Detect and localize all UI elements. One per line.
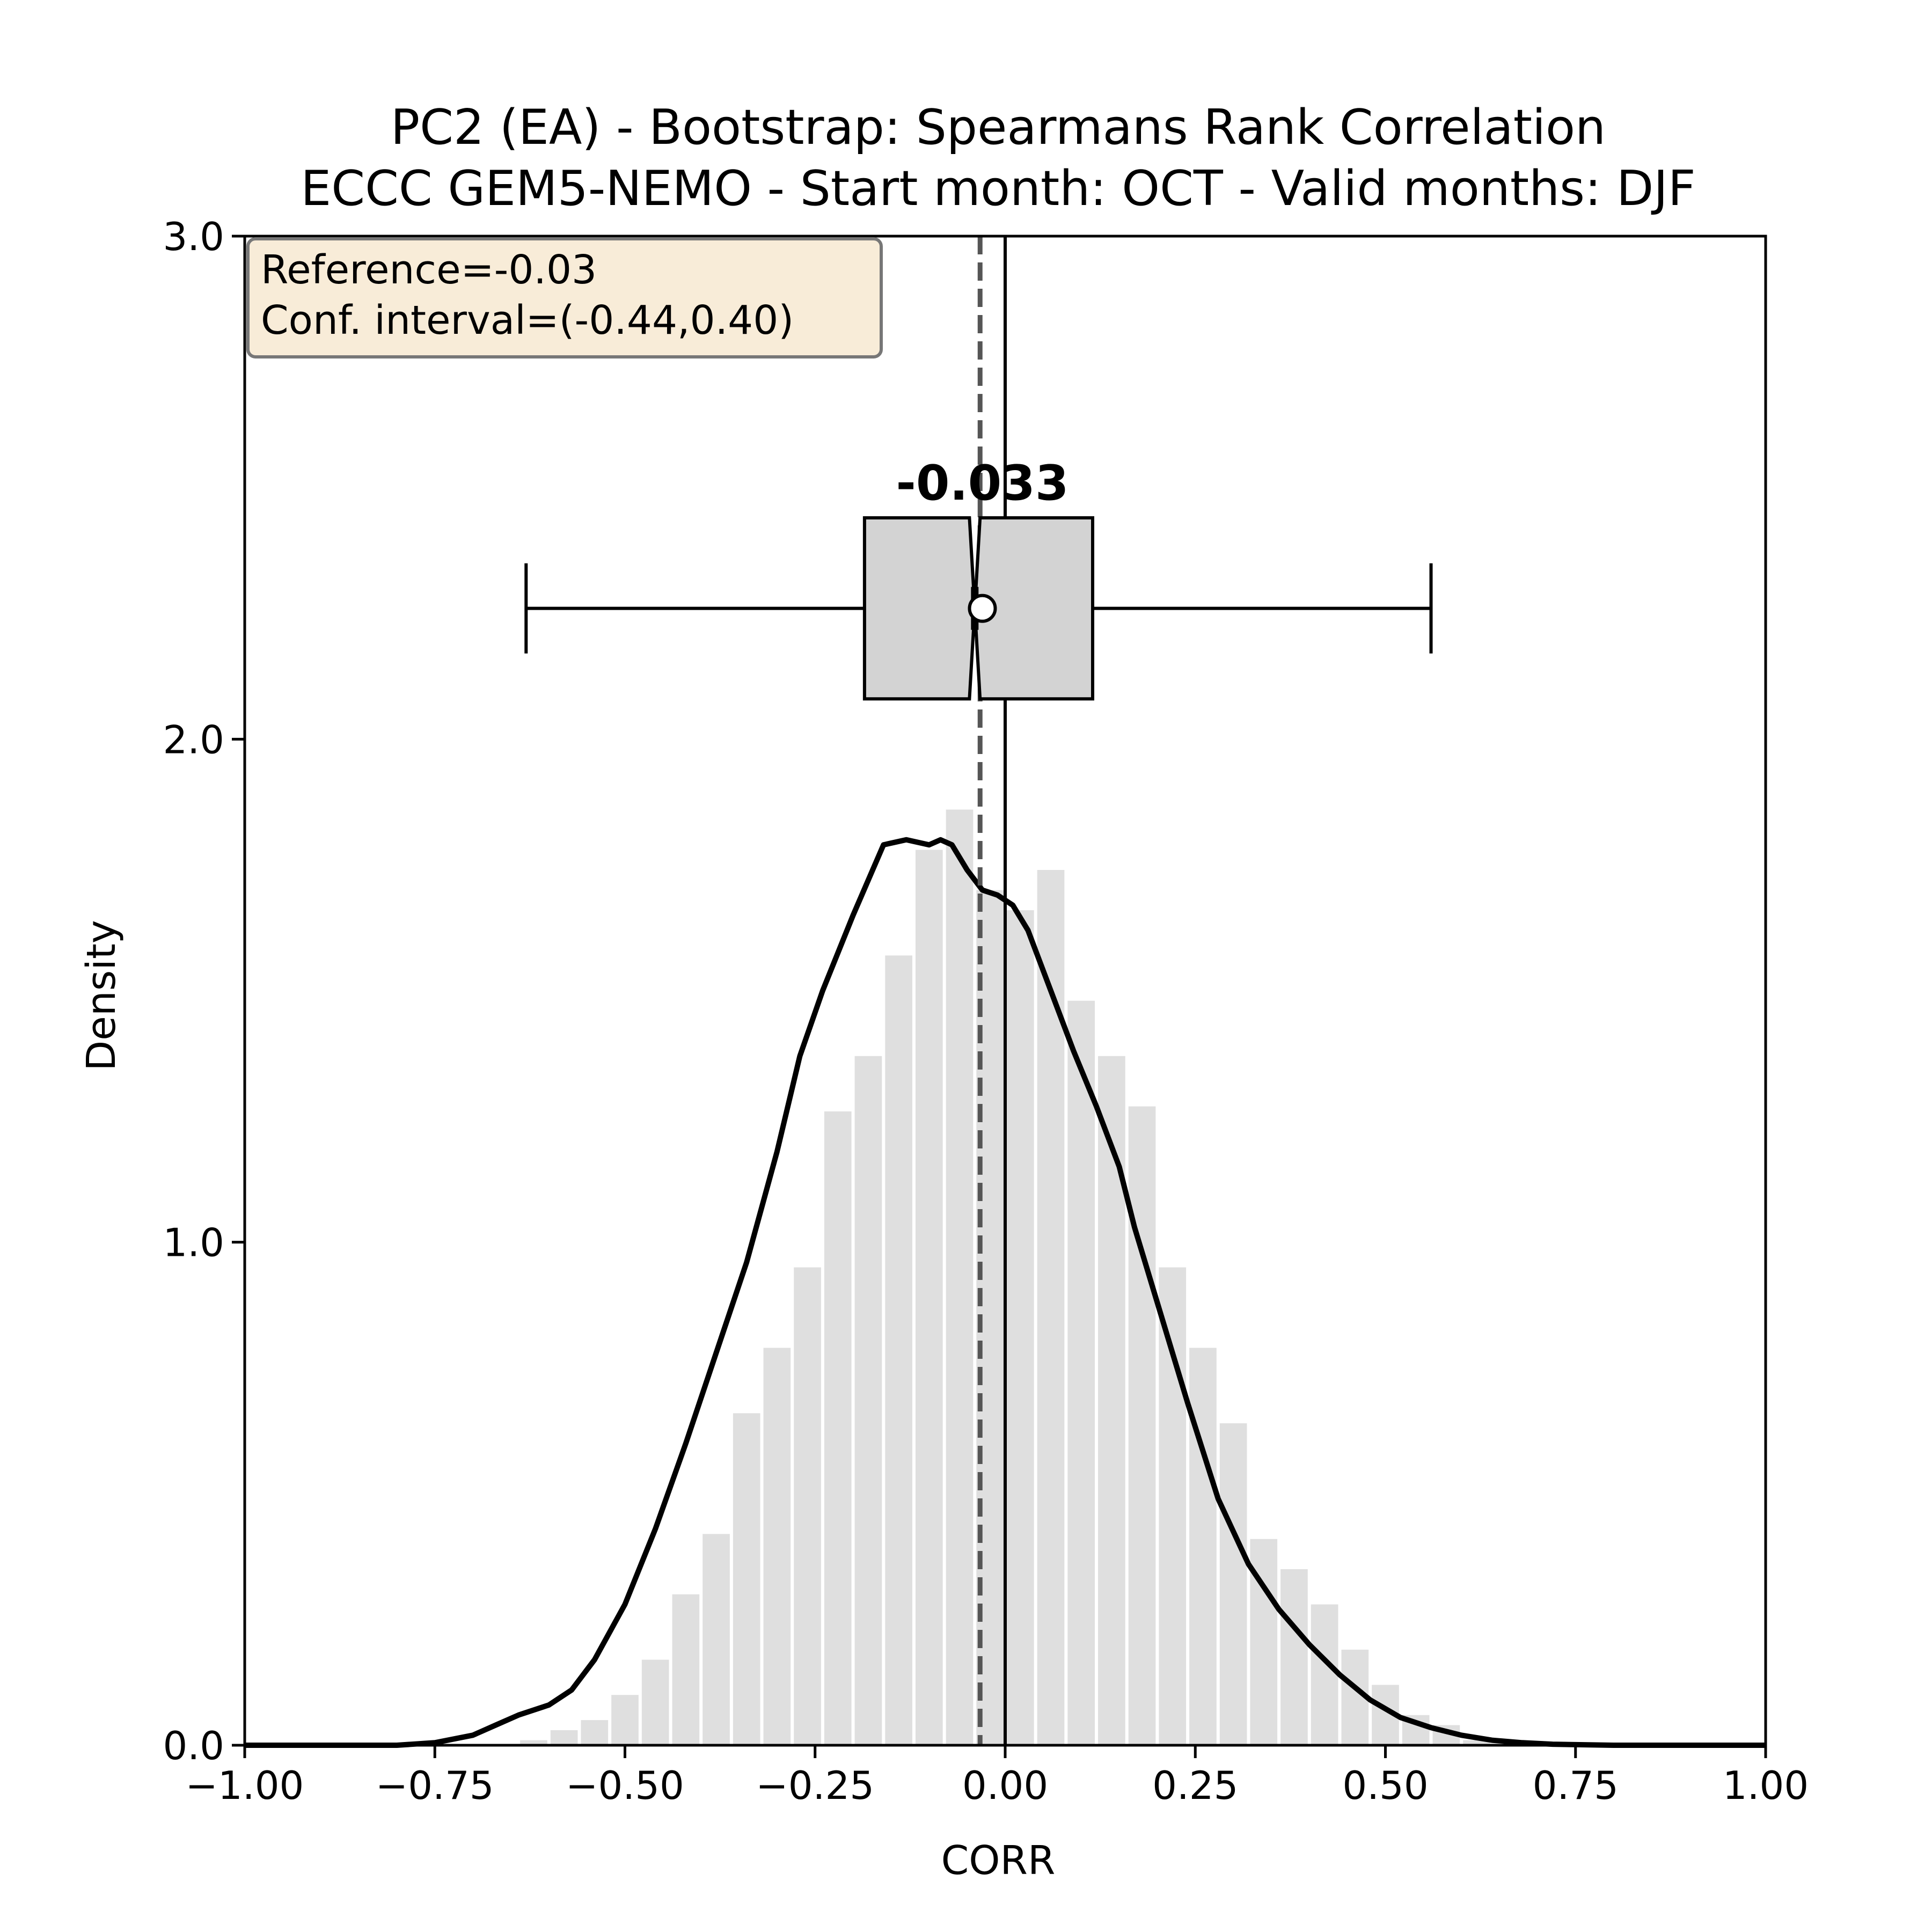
x-tick-label: 0.50: [1342, 1763, 1428, 1808]
x-tick-label: −1.00: [186, 1763, 304, 1808]
histogram-bar: [885, 955, 912, 1745]
histogram-bar: [1159, 1267, 1187, 1745]
chart-subtitle: ECCC GEM5-NEMO - Start month: OCT - Vali…: [301, 160, 1695, 217]
boxplot-mean-marker: [968, 594, 997, 623]
x-tick-label: 0.75: [1533, 1763, 1619, 1808]
histogram-bar: [581, 1720, 609, 1745]
x-tick-label: 0.25: [1152, 1763, 1238, 1808]
x-tick-label: −0.75: [376, 1763, 494, 1808]
histogram-bar: [1189, 1348, 1217, 1745]
histogram-bar: [1128, 1106, 1156, 1745]
x-tick-label: 0.00: [962, 1763, 1048, 1808]
x-tick-label: −0.50: [566, 1763, 684, 1808]
y-tick-label: 3.0: [163, 214, 224, 259]
histogram-bar: [1463, 1740, 1490, 1745]
histogram-bar: [611, 1695, 639, 1745]
histogram-bar: [733, 1413, 760, 1745]
histogram-bar: [1219, 1423, 1247, 1745]
x-tick-label: 1.00: [1723, 1763, 1809, 1808]
histogram-bar: [915, 850, 943, 1745]
histogram-bar: [946, 809, 974, 1745]
annotation-reference: Reference=-0.03: [261, 247, 597, 293]
annotation-box-background: [246, 237, 883, 358]
histogram-bar: [702, 1534, 730, 1745]
histogram-bar: [763, 1348, 791, 1745]
histogram-bar: [1311, 1604, 1338, 1745]
annotation-conf-interval: Conf. interval=(-0.44,0.40): [261, 297, 794, 343]
histogram-bar: [672, 1594, 700, 1745]
y-tick-label: 2.0: [163, 717, 224, 762]
chart-title: PC2 (EA) - Bootstrap: Spearmans Rank Cor…: [391, 99, 1606, 156]
median-value-label: -0.033: [896, 455, 1069, 511]
histogram-bar: [1280, 1569, 1308, 1745]
kde-curve: [245, 837, 1766, 1748]
histogram-bar: [794, 1267, 821, 1745]
y-tick-label: 0.0: [163, 1723, 224, 1768]
x-tick-label: −0.25: [756, 1763, 874, 1808]
histogram-bar: [854, 1056, 882, 1745]
histogram-bar: [520, 1740, 547, 1745]
stats-annotation-box: Reference=-0.03 Conf. interval=(-0.44,0.…: [246, 237, 883, 358]
plot-area: -0.033 −1.00 −0.75 −0.50 −0.25 0.00 0.25 0.50 0.…: [163, 214, 1809, 1808]
histogram-bar: [1037, 870, 1065, 1745]
histogram-bar: [1098, 1056, 1125, 1745]
histogram-bar: [1007, 910, 1034, 1745]
histogram-bar: [824, 1111, 852, 1745]
histogram-bar: [641, 1659, 669, 1745]
histogram-bar: [1067, 1000, 1095, 1745]
histogram-bar: [550, 1730, 578, 1745]
x-axis-label: CORR: [941, 1838, 1056, 1884]
y-tick-label: 1.0: [163, 1220, 224, 1265]
y-axis-label: Density: [78, 920, 125, 1071]
